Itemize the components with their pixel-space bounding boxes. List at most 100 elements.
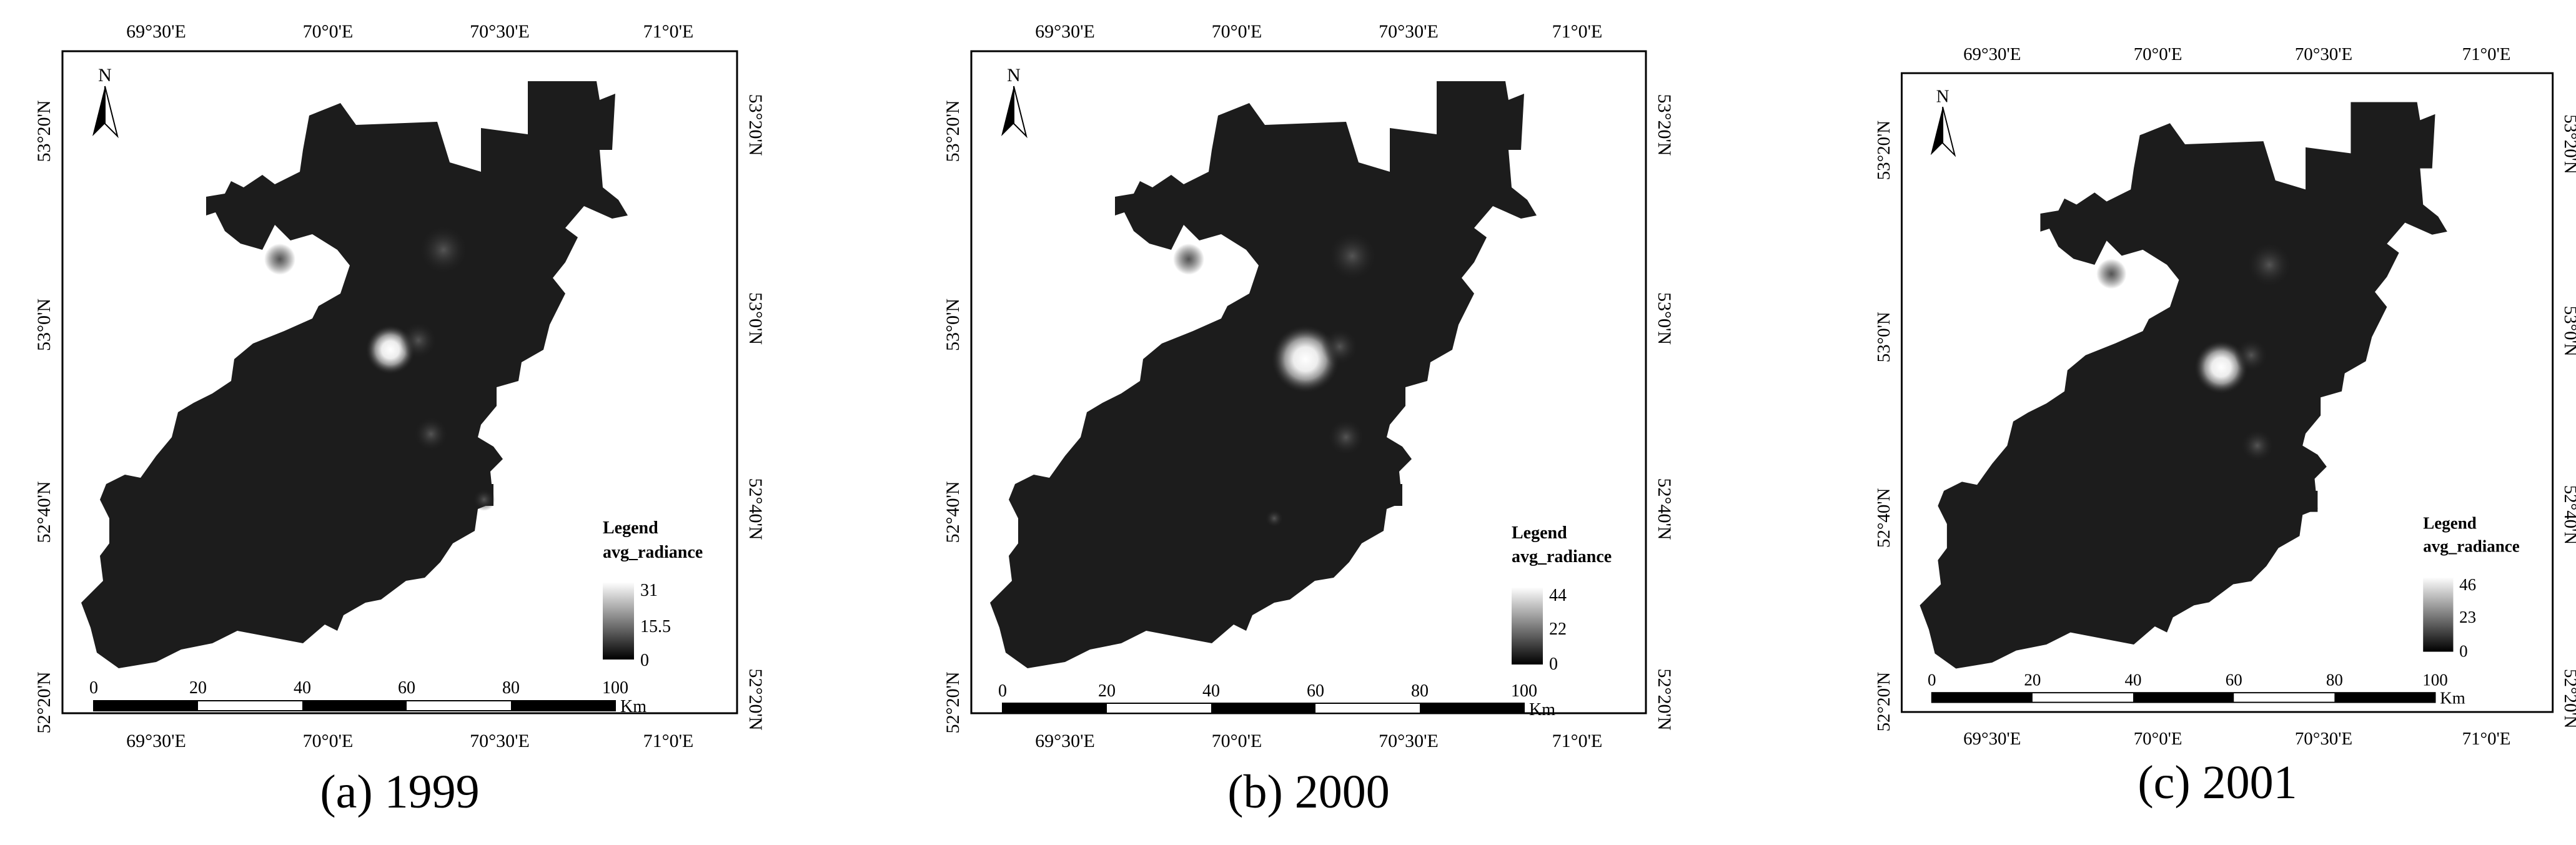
top-lon-label: 70°30'E: [2295, 44, 2352, 64]
scale-tick-label: 100: [602, 678, 628, 698]
bottom-longitude-labels: 69°30'E 70°0'E 70°30'E 71°0'E: [126, 731, 693, 751]
map-panel-1999: 69°30'E 70°0'E 70°30'E 71°0'E 69°30'E 70…: [34, 21, 766, 751]
left-lat-label: 52°40'N: [1874, 488, 1894, 548]
region-polygon: [1920, 102, 2447, 669]
bottom-lon-label: 71°0'E: [1552, 731, 1603, 751]
bottom-lon-label: 69°30'E: [126, 731, 186, 751]
panel-caption-1999: (a) 1999: [320, 766, 480, 818]
legend-title: Legend: [2423, 514, 2477, 533]
scale-tick-label: 0: [998, 681, 1007, 701]
scale-tick-label: 80: [1411, 681, 1429, 701]
legend-title: Legend: [603, 518, 658, 538]
left-lat-label: 52°20'N: [943, 671, 963, 733]
scale-tick-label: 100: [2422, 671, 2448, 689]
left-lat-label: 53°0'N: [1874, 312, 1894, 362]
bottom-lon-label: 71°0'E: [2462, 729, 2511, 749]
scale-tick-label: 0: [89, 678, 98, 698]
left-lat-label: 52°40'N: [34, 481, 54, 543]
top-lon-label: 71°0'E: [643, 21, 694, 42]
legend-title: Legend: [1512, 523, 1567, 543]
top-lon-label: 69°30'E: [1035, 21, 1095, 42]
top-lon-label: 69°30'E: [1963, 44, 2021, 64]
left-latitude-labels: 53°20'N 53°0'N 52°40'N 52°20'N: [1874, 121, 1894, 732]
right-lat-label: 52°40'N: [2560, 485, 2576, 545]
left-lat-label: 53°20'N: [34, 100, 54, 162]
legend: Legend avg_radiance 46 23 0: [2423, 514, 2520, 660]
right-lat-label: 52°20'N: [1654, 668, 1675, 730]
legend-min: 0: [640, 651, 649, 670]
right-lat-label: 52°40'N: [1654, 478, 1675, 540]
top-lon-label: 70°0'E: [303, 21, 354, 42]
scale-tick-label: 60: [1307, 681, 1324, 701]
bottom-lon-label: 70°30'E: [2295, 729, 2352, 749]
top-longitude-labels: 69°30'E 70°0'E 70°30'E 71°0'E: [126, 21, 693, 42]
region-polygon: [990, 81, 1537, 668]
left-latitude-labels: 53°20'N 53°0'N 52°40'N 52°20'N: [943, 100, 963, 733]
left-lat-label: 53°0'N: [34, 299, 54, 351]
legend-min: 0: [2459, 641, 2468, 660]
map-panel-2001: 69°30'E 70°0'E 70°30'E 71°0'E 69°30'E 70…: [1874, 44, 2576, 749]
bottom-lon-label: 69°30'E: [1035, 731, 1095, 751]
scale-tick-label: 20: [189, 678, 207, 698]
north-arrow-icon: N: [1001, 65, 1028, 139]
scale-tick-label: 100: [1511, 681, 1537, 701]
top-lon-label: 70°0'E: [1212, 21, 1262, 42]
scale-tick-label: 40: [294, 678, 311, 698]
legend: Legend avg_radiance 44 22 0: [1512, 523, 1612, 674]
panel-caption-2001: (c) 2001: [2138, 756, 2297, 809]
panel-caption-2000: (b) 2000: [1227, 766, 1390, 818]
legend-field: avg_radiance: [1512, 547, 1612, 566]
left-lat-label: 52°20'N: [1874, 672, 1894, 732]
left-lat-label: 53°20'N: [1874, 121, 1894, 180]
legend-mid: 23: [2459, 608, 2476, 626]
right-lat-label: 53°20'N: [2560, 114, 2576, 174]
scale-unit: Km: [1529, 700, 1555, 719]
right-lat-label: 52°20'N: [2560, 669, 2576, 729]
legend-mid: 15.5: [640, 617, 671, 636]
legend-field: avg_radiance: [603, 543, 703, 562]
top-lon-label: 70°30'E: [470, 21, 530, 42]
lights: [2096, 242, 2292, 463]
scale-tick-label: 40: [2125, 671, 2142, 689]
right-lat-label: 53°20'N: [1654, 94, 1675, 156]
scale-unit: Km: [2440, 689, 2465, 708]
scale-tick-label: 40: [1202, 681, 1220, 701]
left-latitude-labels: 53°20'N 53°0'N 52°40'N 52°20'N: [34, 100, 54, 733]
scale-tick-label: 80: [502, 678, 520, 698]
legend: Legend avg_radiance 31 15.5 0: [603, 518, 703, 670]
top-lon-label: 69°30'E: [126, 21, 186, 42]
scale-tick-label: 80: [2326, 671, 2343, 689]
left-lat-label: 53°20'N: [943, 100, 963, 162]
scale-bar: 0 20 40 60 80 100 Km: [89, 678, 646, 716]
bottom-lon-label: 70°0'E: [1212, 731, 1262, 751]
right-lat-label: 53°20'N: [745, 94, 766, 156]
legend-ramp: [2423, 576, 2454, 652]
right-latitude-labels: 53°20'N 53°0'N 52°40'N 52°20'N: [1654, 94, 1675, 730]
top-lon-label: 70°0'E: [2134, 44, 2182, 64]
map-panel-2000: 69°30'E 70°0'E 70°30'E 71°0'E 69°30'E 70…: [943, 21, 1675, 751]
scale-bar: 0 20 40 60 80 100 Km: [998, 681, 1555, 719]
legend-max: 46: [2459, 575, 2476, 594]
right-lat-label: 52°20'N: [745, 668, 766, 730]
top-lon-label: 71°0'E: [2462, 44, 2511, 64]
north-arrow-icon: N: [1930, 86, 1956, 157]
north-label: N: [1936, 86, 1949, 106]
top-lon-label: 70°30'E: [1379, 21, 1439, 42]
bottom-lon-label: 70°0'E: [2134, 729, 2182, 749]
legend-mid: 22: [1549, 620, 1567, 639]
lights: [264, 225, 495, 511]
north-label: N: [1007, 65, 1021, 86]
top-lon-label: 71°0'E: [1552, 21, 1603, 42]
scale-unit: Km: [620, 697, 646, 716]
north-arrow-icon: N: [92, 65, 119, 139]
legend-max: 44: [1549, 586, 1567, 605]
left-lat-label: 53°0'N: [943, 299, 963, 351]
legend-field: avg_radiance: [2423, 536, 2520, 555]
right-lat-label: 53°0'N: [745, 292, 766, 345]
top-longitude-labels: 69°30'E 70°0'E 70°30'E 71°0'E: [1035, 21, 1602, 42]
right-lat-label: 52°40'N: [745, 478, 766, 540]
bottom-longitude-labels: 69°30'E 70°0'E 70°30'E 71°0'E: [1963, 729, 2510, 749]
north-label: N: [98, 65, 112, 86]
scale-tick-label: 60: [2226, 671, 2242, 689]
